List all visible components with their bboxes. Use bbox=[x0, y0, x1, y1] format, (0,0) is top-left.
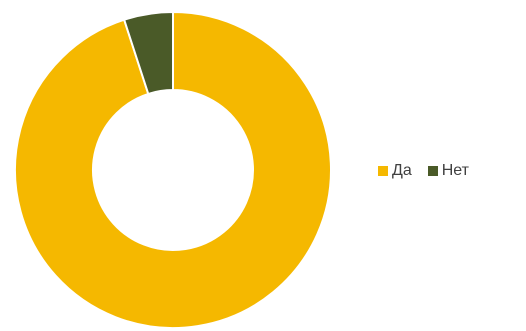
legend-label-da: Да bbox=[392, 162, 412, 179]
donut-slice-da bbox=[14, 10, 332, 329]
donut-slices bbox=[14, 10, 332, 329]
legend-swatch-net bbox=[427, 166, 438, 176]
legend-label-net: Нет bbox=[441, 162, 469, 179]
legend-item-net: Нет bbox=[427, 162, 469, 180]
legend-swatch-da bbox=[378, 166, 388, 176]
chart-legend: Да Нет bbox=[378, 162, 469, 180]
donut-slice-net bbox=[122, 10, 174, 96]
legend-item-da: Да bbox=[378, 162, 412, 180]
